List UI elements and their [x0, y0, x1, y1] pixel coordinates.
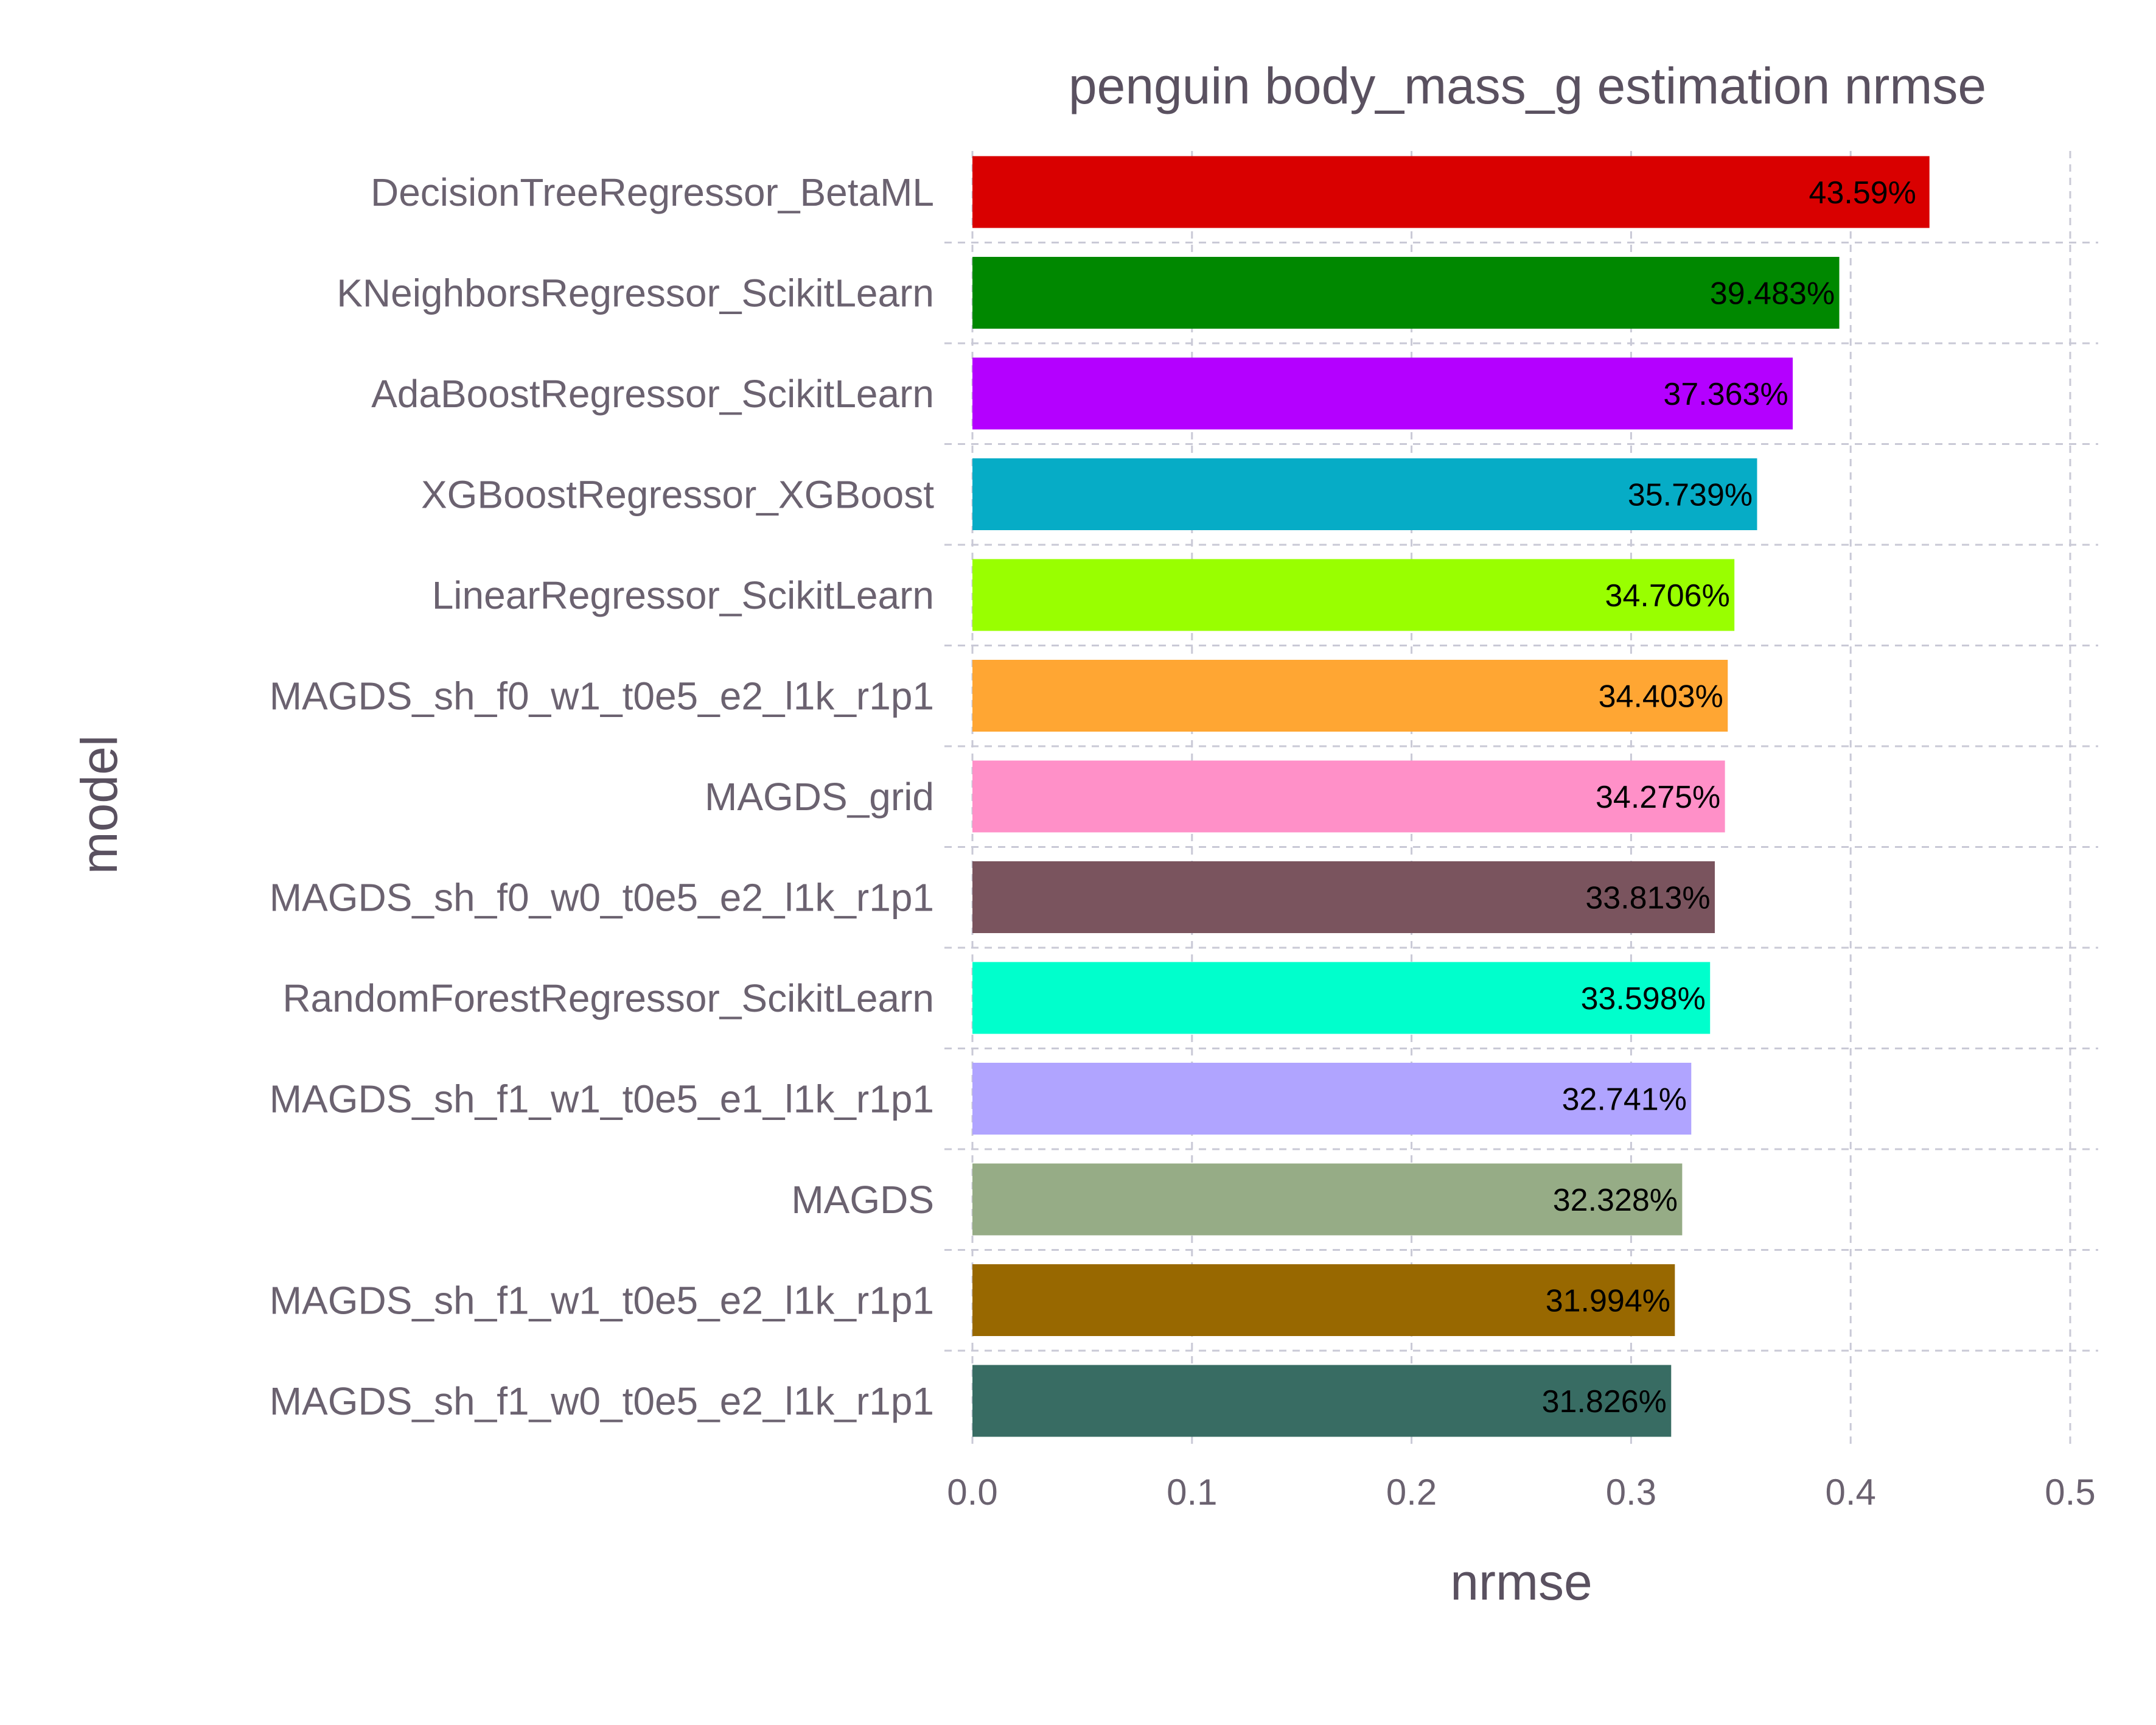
- x-tick-label: 0.4: [1825, 1472, 1875, 1513]
- bar: [972, 257, 1840, 329]
- bar-value-label: 35.739%: [1628, 477, 1753, 513]
- x-axis-title: nrmse: [1450, 1553, 1592, 1611]
- x-tick-label: 0.3: [1606, 1472, 1656, 1513]
- bar: [972, 156, 1930, 228]
- x-tick-label: 0.5: [2045, 1472, 2095, 1513]
- category-label: MAGDS_sh_f0_w1_t0e5_e2_l1k_r1p1: [270, 674, 934, 718]
- bar-value-label: 32.328%: [1553, 1183, 1678, 1218]
- bar-value-label: 43.59%: [1809, 175, 1916, 211]
- bar-value-label: 32.741%: [1562, 1082, 1687, 1117]
- category-label: MAGDS_sh_f0_w0_t0e5_e2_l1k_r1p1: [270, 875, 934, 919]
- category-label: MAGDS_sh_f1_w1_t0e5_e1_l1k_r1p1: [270, 1077, 934, 1121]
- category-label: MAGDS: [791, 1178, 934, 1222]
- bar-value-label: 34.403%: [1599, 679, 1723, 714]
- bar-value-label: 31.826%: [1542, 1384, 1667, 1419]
- x-tick-label: 0.2: [1386, 1472, 1437, 1513]
- bar: [972, 458, 1757, 530]
- bars: 43.59% 39.483% 37.363% 35.739% 34.706% 34.403…: [972, 156, 1930, 1437]
- category-label: DecisionTreeRegressor_BetaML: [371, 170, 934, 214]
- chart-title: penguin body_mass_g estimation nrmse: [1069, 57, 1986, 114]
- bar: [972, 760, 1725, 833]
- x-tick-label: 0.0: [947, 1472, 997, 1513]
- bar-value-label: 39.483%: [1710, 276, 1835, 311]
- category-label: AdaBoostRegressor_ScikitLearn: [371, 372, 934, 416]
- bar: [972, 1264, 1675, 1336]
- x-tick-label: 0.1: [1167, 1472, 1217, 1513]
- bar-value-label: 31.994%: [1546, 1283, 1670, 1318]
- category-label: KNeighborsRegressor_ScikitLearn: [337, 271, 934, 315]
- category-labels: DecisionTreeRegressor_BetaML KNeighborsRe…: [270, 170, 935, 1423]
- category-label: MAGDS_grid: [705, 775, 934, 819]
- bar: [972, 660, 1728, 732]
- bar-value-label: 37.363%: [1663, 377, 1788, 412]
- bar: [972, 1163, 1683, 1236]
- category-label: MAGDS_sh_f1_w0_t0e5_e2_l1k_r1p1: [270, 1379, 934, 1423]
- category-label: XGBoostRegressor_XGBoost: [421, 472, 934, 516]
- x-tick-labels: 0.0 0.1 0.2 0.3 0.4 0.5: [947, 1472, 2095, 1513]
- bar-value-label: 34.706%: [1605, 578, 1730, 614]
- bar: [972, 357, 1793, 430]
- bar: [972, 559, 1735, 631]
- bar-value-label: 33.813%: [1585, 880, 1710, 915]
- bar-value-label: 33.598%: [1581, 981, 1706, 1016]
- y-axis-title: model: [71, 735, 128, 875]
- bar: [972, 962, 1711, 1034]
- bar: [972, 861, 1715, 933]
- category-label: MAGDS_sh_f1_w1_t0e5_e2_l1k_r1p1: [270, 1278, 934, 1322]
- category-label: RandomForestRegressor_ScikitLearn: [282, 976, 934, 1020]
- bar: [972, 1365, 1672, 1437]
- category-label: LinearRegressor_ScikitLearn: [432, 573, 934, 617]
- bar: [972, 1063, 1692, 1135]
- bar-value-label: 34.275%: [1596, 780, 1720, 815]
